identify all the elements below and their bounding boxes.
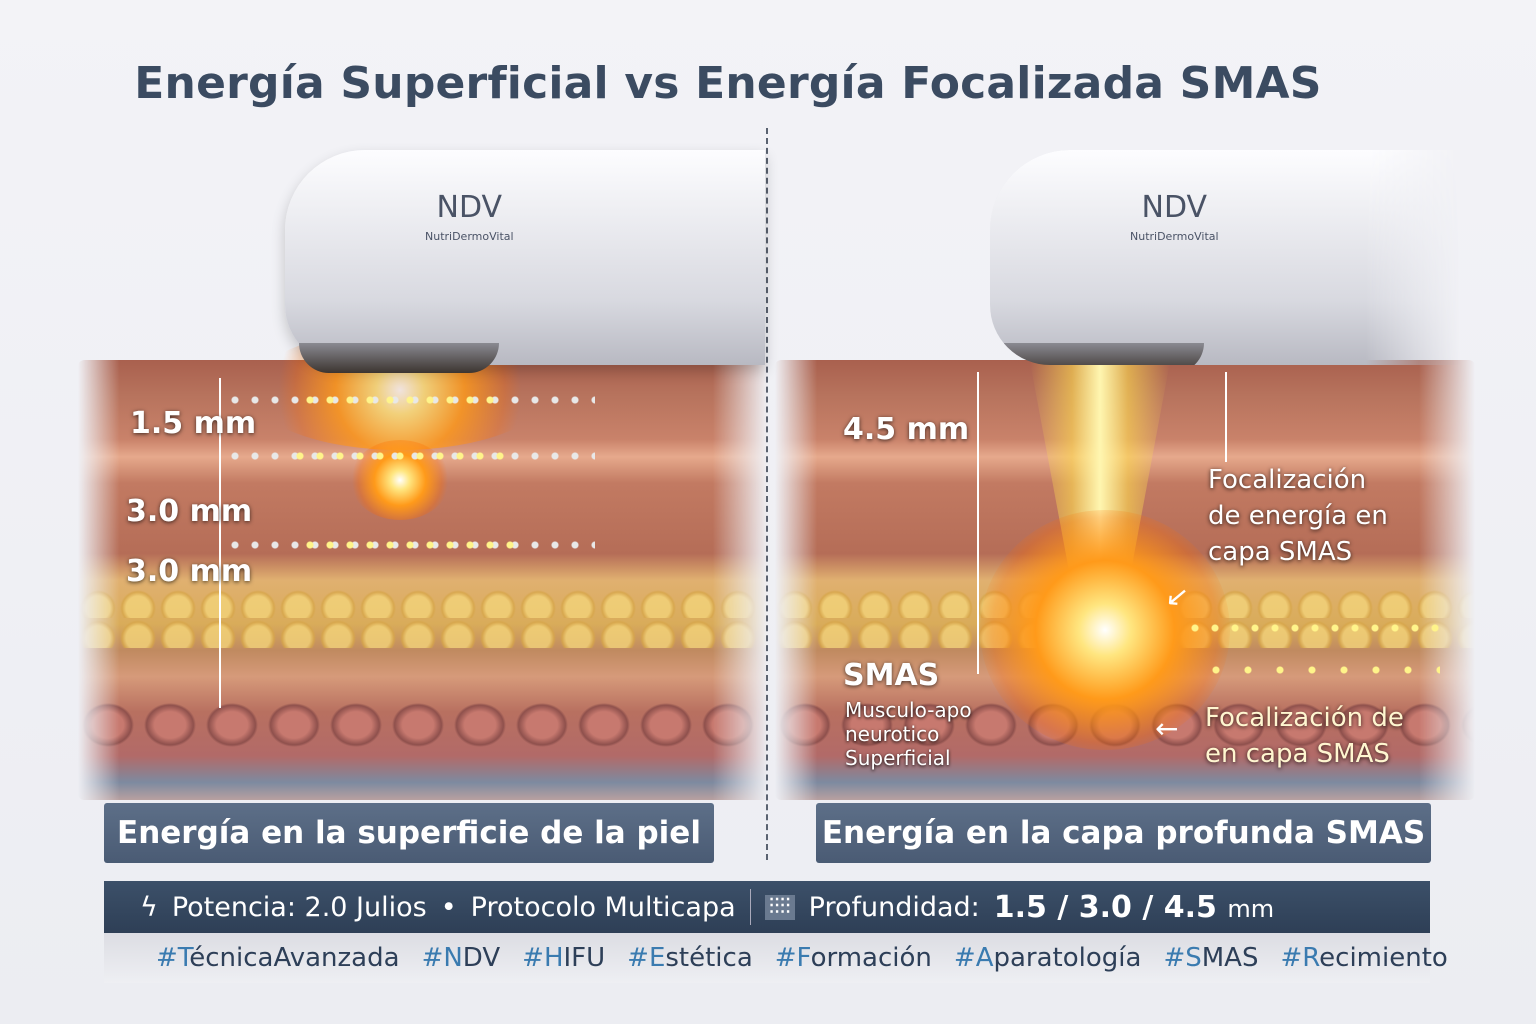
muscle-layer — [78, 700, 768, 750]
device-brand: NDV NutriDermoVital — [1130, 190, 1219, 243]
note-top: Focalización de energía en capa SMAS — [1208, 465, 1388, 567]
depth-label: 1.5 mm — [130, 406, 257, 441]
energy-dots-row — [300, 396, 500, 404]
depth-ruler — [977, 372, 979, 674]
callout-line — [1225, 372, 1227, 462]
depth-label: Profundidad: — [808, 891, 980, 923]
depth-label: 4.5 mm — [843, 412, 970, 447]
power-text: Potencia: 2.0 Julios — [171, 891, 427, 923]
page-title: Energía Superficial vs Energía Focalizad… — [134, 58, 1322, 109]
hashtag: #Aparatología — [953, 943, 1142, 973]
separator — [749, 889, 751, 925]
hashtag: #TécnicaAvanzada — [156, 943, 400, 973]
hashtag: #SMAS — [1163, 943, 1259, 973]
hashtag-row: #TécnicaAvanzada #NDV #HIFU #Estética #F… — [104, 933, 1448, 983]
energy-dots-row — [300, 541, 520, 549]
transducer-head — [299, 343, 499, 373]
device-brand: NDV NutriDermoVital — [425, 190, 514, 243]
hashtag: #Recimiento — [1280, 943, 1448, 973]
depth-label: 3.0 mm — [126, 494, 253, 529]
note-bottom: Focalización de en capa SMAS — [1205, 703, 1404, 769]
energy-dots-row — [290, 452, 510, 460]
bullet: • — [440, 891, 457, 923]
hashtag: #NDV — [421, 943, 501, 973]
depth-ruler — [219, 378, 221, 708]
hifu-device-right: NDV NutriDermoVital — [990, 150, 1460, 373]
smas-description: Musculo-apo neurotico Superficial — [845, 698, 972, 770]
caption-left: Energía en la superficie de la piel — [104, 803, 714, 863]
depth-probes-icon: ⫶⫶⫶⫶ — [764, 894, 795, 920]
fat-layer — [78, 588, 768, 648]
skin-cross-section-left — [78, 360, 768, 800]
smas-label: SMAS — [843, 658, 940, 693]
hashtag: #Formación — [774, 943, 932, 973]
caption-right: Energía en la capa profunda SMAS — [816, 803, 1431, 863]
depth-value: 1.5 / 3.0 / 4.5 mm — [993, 889, 1275, 925]
energy-dots-row — [1200, 664, 1440, 676]
arrow-icon: ← — [1155, 712, 1179, 745]
depth-label: 3.0 mm — [126, 554, 253, 589]
hifu-device-left: NDV NutriDermoVital — [285, 150, 765, 373]
lightning-icon: ϟ — [140, 891, 158, 923]
info-bar: ϟ Potencia: 2.0 Julios • Protocolo Multi… — [104, 881, 1430, 933]
energy-dots-row — [1185, 624, 1445, 632]
hashtag: #Estética — [627, 943, 753, 973]
hashtag: #HIFU — [522, 943, 606, 973]
protocol-text: Protocolo Multicapa — [470, 891, 736, 923]
